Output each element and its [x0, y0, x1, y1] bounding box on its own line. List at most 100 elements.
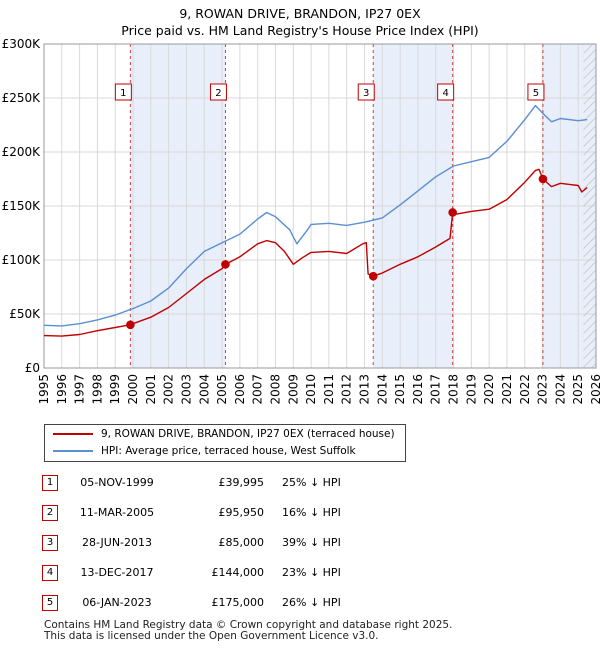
legend-label-hpi: HPI: Average price, terraced house, West…: [101, 445, 356, 457]
sale-points: [126, 174, 548, 330]
chart-subtitle: Price paid vs. HM Land Registry's House …: [121, 23, 479, 38]
x-tick-label: 2013: [358, 374, 372, 405]
sale-number-text: 3: [363, 88, 369, 99]
x-tick-label: 2018: [447, 374, 461, 405]
y-tick-label: £250K: [2, 91, 42, 105]
series-line-property: [43, 168, 588, 337]
x-tick-label: 2023: [536, 374, 550, 405]
axes: £0 £50K £100K £150K £200K £250K £300K 1995 1996 1…: [2, 37, 600, 405]
sale-number-text: 5: [533, 88, 539, 99]
sale-point: [538, 174, 548, 184]
legend-line-hpi: [53, 450, 93, 452]
sale-row: 4 13-DEC-2017 £144,000 23% ↓ HPI: [0, 563, 600, 583]
series-lines: [43, 104, 588, 337]
x-tick-label: 2017: [429, 374, 443, 405]
plot-frame: [43, 43, 597, 369]
sale-number-text: 1: [120, 88, 126, 99]
sale-hpi-diff: 26% ↓ HPI: [282, 596, 341, 609]
sale-number-labels: 1 2 3 4 5: [114, 83, 545, 101]
x-tick-label: 2019: [464, 374, 478, 405]
x-tick-label: 2005: [215, 374, 229, 405]
sale-date: 11-MAR-2005: [79, 506, 155, 519]
y-tick-label: £100K: [2, 253, 42, 267]
x-tick-label: 2024: [553, 374, 567, 405]
sale-number-text: 4: [442, 88, 448, 99]
forecast-hatch: [583, 44, 596, 368]
sale-price: £144,000: [211, 566, 265, 579]
sale-point: [126, 320, 135, 330]
x-tick-label: 2000: [126, 374, 140, 405]
sale-date: 28-JUN-2013: [81, 536, 153, 549]
x-tick-label: 2026: [589, 374, 600, 405]
sale-number-label: 2: [209, 83, 227, 101]
x-tick-label: 2022: [518, 374, 532, 405]
sale-row: 5 06-JAN-2023 £175,000 26% ↓ HPI: [0, 593, 600, 613]
chart-title: 9, ROWAN DRIVE, BRANDON, IP27 0EX: [179, 6, 421, 21]
sale-date: 13-DEC-2017: [80, 566, 154, 579]
sale-number-badge: 5: [42, 595, 58, 611]
x-tick-label: 2006: [233, 374, 247, 405]
sale-row: 1 05-NOV-1999 £39,995 25% ↓ HPI: [0, 473, 600, 493]
sale-number-box: [437, 83, 455, 101]
x-tick-label: 2004: [197, 374, 211, 405]
sale-number-box: [357, 83, 375, 101]
footer-line-licence: This data is licensed under the Open Gov…: [44, 630, 379, 642]
forecast-hatch-area: [583, 44, 596, 368]
sale-number-label: 5: [527, 83, 545, 101]
sale-number-box: [114, 83, 132, 101]
chart-title-block: 9, ROWAN DRIVE, BRANDON, IP27 0EX Price …: [0, 5, 600, 39]
x-tick-label: 2014: [375, 374, 389, 405]
x-tick-label: 2008: [268, 374, 282, 405]
sale-point: [448, 208, 457, 217]
x-tick-label: 2012: [340, 374, 354, 405]
series-line-hpi: [43, 104, 588, 327]
x-tick-label: 2016: [411, 374, 425, 405]
x-tick-label: 1999: [108, 374, 122, 405]
legend-line-property: [53, 433, 93, 435]
x-tick-label: 2025: [571, 374, 585, 405]
sale-number-box: [209, 83, 227, 101]
y-tick-label: £200K: [2, 145, 42, 159]
sale-number-label: 3: [357, 83, 375, 101]
legend-label-property: 9, ROWAN DRIVE, BRANDON, IP27 0EX (terra…: [101, 428, 395, 440]
x-tick-label: 2015: [393, 374, 407, 405]
x-tick-label: 1997: [73, 374, 87, 405]
sale-price: £95,950: [218, 506, 265, 519]
sale-number-label: 4: [437, 83, 455, 101]
y-tick-label: £150K: [2, 199, 42, 213]
sale-number-badge: 2: [42, 505, 58, 521]
sale-point: [221, 260, 230, 269]
price-chart: £0 £50K £100K £150K £200K £250K £300K 1995 1996 1…: [2, 37, 600, 405]
y-tick-label: £300K: [2, 37, 42, 51]
x-tick-label: 1996: [55, 374, 69, 405]
x-tick-label: 2003: [179, 374, 193, 405]
chart-legend: 9, ROWAN DRIVE, BRANDON, IP27 0EX (terra…: [44, 424, 406, 462]
sale-hpi-diff: 16% ↓ HPI: [282, 506, 341, 519]
sale-date: 05-NOV-1999: [80, 476, 154, 489]
sale-hpi-diff: 23% ↓ HPI: [282, 566, 341, 579]
x-tick-label: 2002: [162, 374, 176, 405]
x-tick-label: 2007: [251, 374, 265, 405]
x-tick-label: 1995: [37, 374, 51, 405]
sale-row: 3 28-JUN-2013 £85,000 39% ↓ HPI: [0, 533, 600, 553]
sale-hpi-diff: 39% ↓ HPI: [282, 536, 341, 549]
x-tick-label: 2001: [144, 374, 158, 405]
y-tick-label: £0: [25, 361, 40, 375]
x-tick-label: 2009: [286, 374, 300, 405]
sale-number-box: [527, 83, 545, 101]
sale-number-badge: 1: [42, 475, 58, 491]
sale-number-text: 2: [215, 88, 221, 99]
sale-row: 2 11-MAR-2005 £95,950 16% ↓ HPI: [0, 503, 600, 523]
sale-point: [368, 271, 378, 281]
sale-number-badge: 3: [42, 535, 58, 551]
x-tick-label: 2010: [304, 374, 318, 405]
footer-line-copyright: Contains HM Land Registry data © Crown c…: [44, 619, 453, 631]
y-tick-label: £50K: [9, 307, 41, 321]
x-tick-label: 2021: [500, 374, 514, 405]
sale-hpi-diff: 25% ↓ HPI: [282, 476, 341, 489]
sale-date: 06-JAN-2023: [82, 596, 152, 609]
sale-number-badge: 4: [42, 565, 58, 581]
attribution-footer: Contains HM Land Registry data © Crown c…: [44, 620, 584, 642]
sale-price: £39,995: [218, 476, 265, 489]
x-tick-label: 2011: [322, 374, 336, 405]
